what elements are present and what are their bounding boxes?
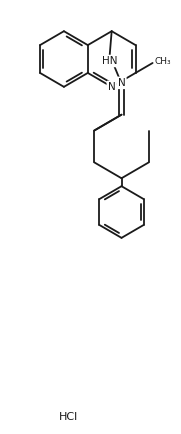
Text: HN: HN — [102, 56, 117, 66]
Text: HCl: HCl — [59, 412, 78, 422]
Text: CH₃: CH₃ — [155, 57, 171, 66]
Text: N: N — [108, 82, 115, 92]
Text: N: N — [118, 78, 125, 88]
